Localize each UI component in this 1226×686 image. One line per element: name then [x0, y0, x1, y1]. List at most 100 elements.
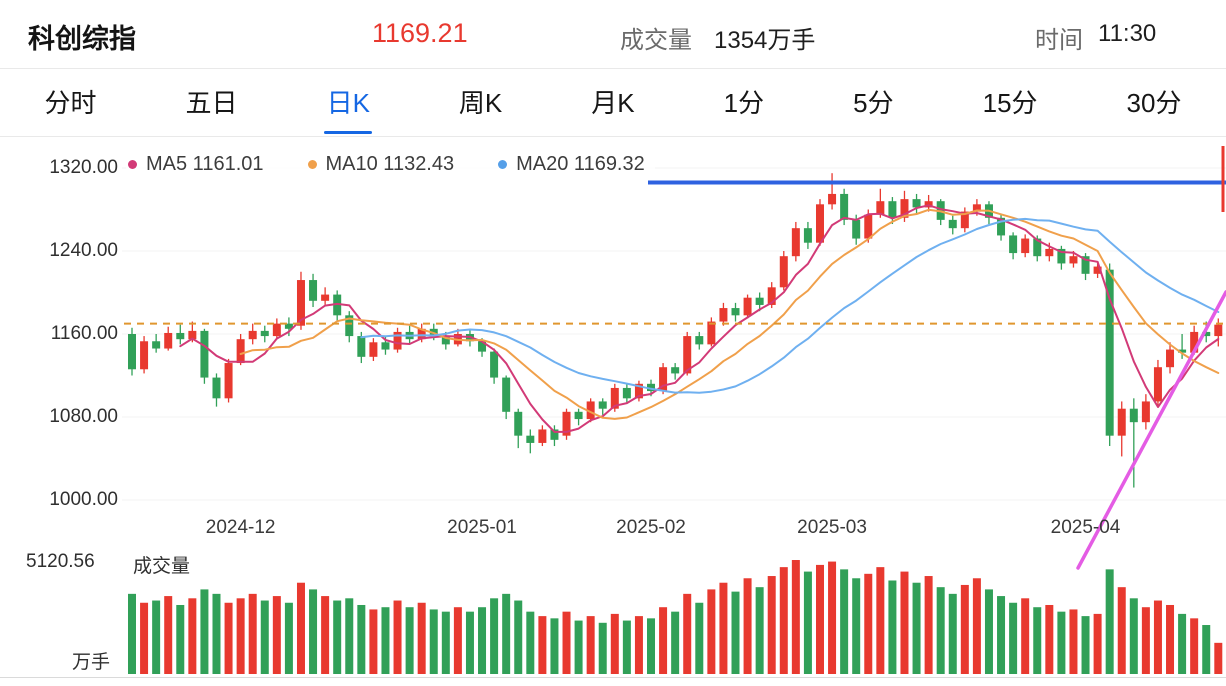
x-axis-label: 2025-03	[797, 517, 867, 538]
candlestick	[779, 256, 788, 288]
tab-5分[interactable]: 5分	[853, 87, 894, 118]
volume-bar	[514, 600, 523, 674]
candlestick	[1009, 235, 1018, 254]
ma5-legend-label: MA5 1161.01	[146, 153, 264, 175]
volume-bar	[441, 611, 450, 674]
candlestick	[707, 321, 716, 345]
candlestick	[1153, 367, 1162, 402]
candlestick	[1045, 248, 1054, 257]
volume-bar	[405, 607, 414, 674]
candlestick	[731, 308, 740, 316]
candlestick	[815, 204, 824, 243]
ma20-legend-label: MA20 1169.32	[516, 153, 645, 175]
volume-bar	[852, 578, 861, 674]
volume-bar	[369, 609, 378, 674]
volume-bar	[1166, 604, 1175, 674]
volume-bar	[1117, 587, 1126, 674]
volume-bar	[260, 600, 269, 674]
ma10-dot-icon	[307, 160, 317, 169]
candlestick	[176, 332, 185, 340]
candlestick	[695, 336, 704, 345]
volume-bar	[345, 598, 354, 674]
candlestick	[1190, 331, 1199, 353]
volume-baseline	[0, 677, 1226, 678]
tab-30分[interactable]: 30分	[1126, 87, 1182, 118]
volume-bar	[936, 587, 945, 674]
chart-canvas[interactable]	[0, 140, 1226, 686]
ma5-dot-icon	[128, 160, 137, 169]
candlestick	[333, 294, 342, 316]
candlestick	[550, 429, 559, 440]
volume-bar	[272, 596, 281, 674]
candlestick	[1141, 401, 1150, 423]
volume-bar	[840, 569, 849, 674]
candlestick	[526, 435, 535, 443]
candlestick	[767, 287, 776, 305]
volume-bar	[538, 616, 547, 674]
candlestick	[647, 383, 656, 392]
tab-日K[interactable]: 日K	[323, 85, 374, 121]
volume-bar	[502, 593, 511, 674]
volume-bar	[671, 611, 680, 674]
candlestick	[634, 383, 643, 399]
volume-bar	[1093, 613, 1102, 674]
volume-bar	[876, 567, 885, 674]
volume-bar	[200, 589, 209, 674]
tab-1分[interactable]: 1分	[723, 87, 765, 118]
candlestick	[260, 330, 269, 337]
volume-bar	[140, 602, 149, 674]
candlestick	[864, 214, 873, 239]
tab-周K[interactable]: 周K	[458, 87, 503, 118]
tab-15分[interactable]: 15分	[982, 87, 1038, 118]
x-axis-label: 2024-12	[205, 517, 276, 538]
candlestick	[683, 336, 692, 374]
y-axis-label: 1320.00	[49, 157, 118, 178]
candlestick	[900, 199, 909, 218]
candlestick	[1033, 238, 1042, 257]
chart-area: MA5 1161.01 MA10 1132.43 MA20 1169.32 13…	[0, 137, 1226, 686]
volume-bar	[815, 564, 824, 674]
candlestick	[791, 228, 800, 257]
candlestick	[997, 217, 1006, 236]
tab-月K[interactable]: 月K	[591, 87, 635, 118]
volume-bar	[948, 593, 957, 674]
volume-bar	[1033, 607, 1042, 674]
candlestick	[1202, 331, 1211, 337]
candlestick	[1178, 349, 1187, 353]
volume-bar	[1190, 618, 1199, 674]
volume-bar	[1141, 607, 1150, 674]
candlestick	[478, 341, 487, 352]
candlestick	[888, 201, 897, 218]
candlestick	[393, 331, 402, 350]
volume-bar	[647, 618, 656, 674]
y-axis-label: 1160.00	[50, 323, 118, 344]
header-time-value: 11:30	[1098, 20, 1157, 47]
candlestick	[224, 363, 233, 399]
volume-bar	[1045, 604, 1054, 674]
candlestick	[719, 308, 728, 322]
volume-bar	[803, 571, 812, 674]
candlestick	[538, 429, 547, 443]
candlestick	[502, 377, 511, 412]
tab-分时[interactable]: 分时	[44, 87, 97, 118]
candlestick	[321, 294, 330, 301]
volume-bar	[900, 571, 909, 674]
volume-bar	[659, 607, 668, 674]
tab-五日[interactable]: 五日	[185, 87, 238, 118]
candlestick	[562, 411, 571, 436]
volume-bar	[1153, 600, 1162, 674]
candlestick	[659, 367, 668, 392]
volume-bar	[755, 587, 764, 674]
header-volume-value: 1354万手	[714, 27, 816, 54]
candlestick	[912, 199, 921, 208]
candlestick	[417, 328, 426, 340]
volume-bar	[924, 576, 933, 674]
volume-bar	[960, 584, 969, 674]
volume-bar	[695, 602, 704, 674]
volume-bar	[164, 596, 173, 674]
volume-bar	[296, 582, 305, 674]
volume-bar	[1214, 642, 1223, 674]
y-axis-label: 1080.00	[49, 406, 118, 427]
volume-bar	[767, 576, 776, 674]
volume-bar	[972, 578, 981, 674]
